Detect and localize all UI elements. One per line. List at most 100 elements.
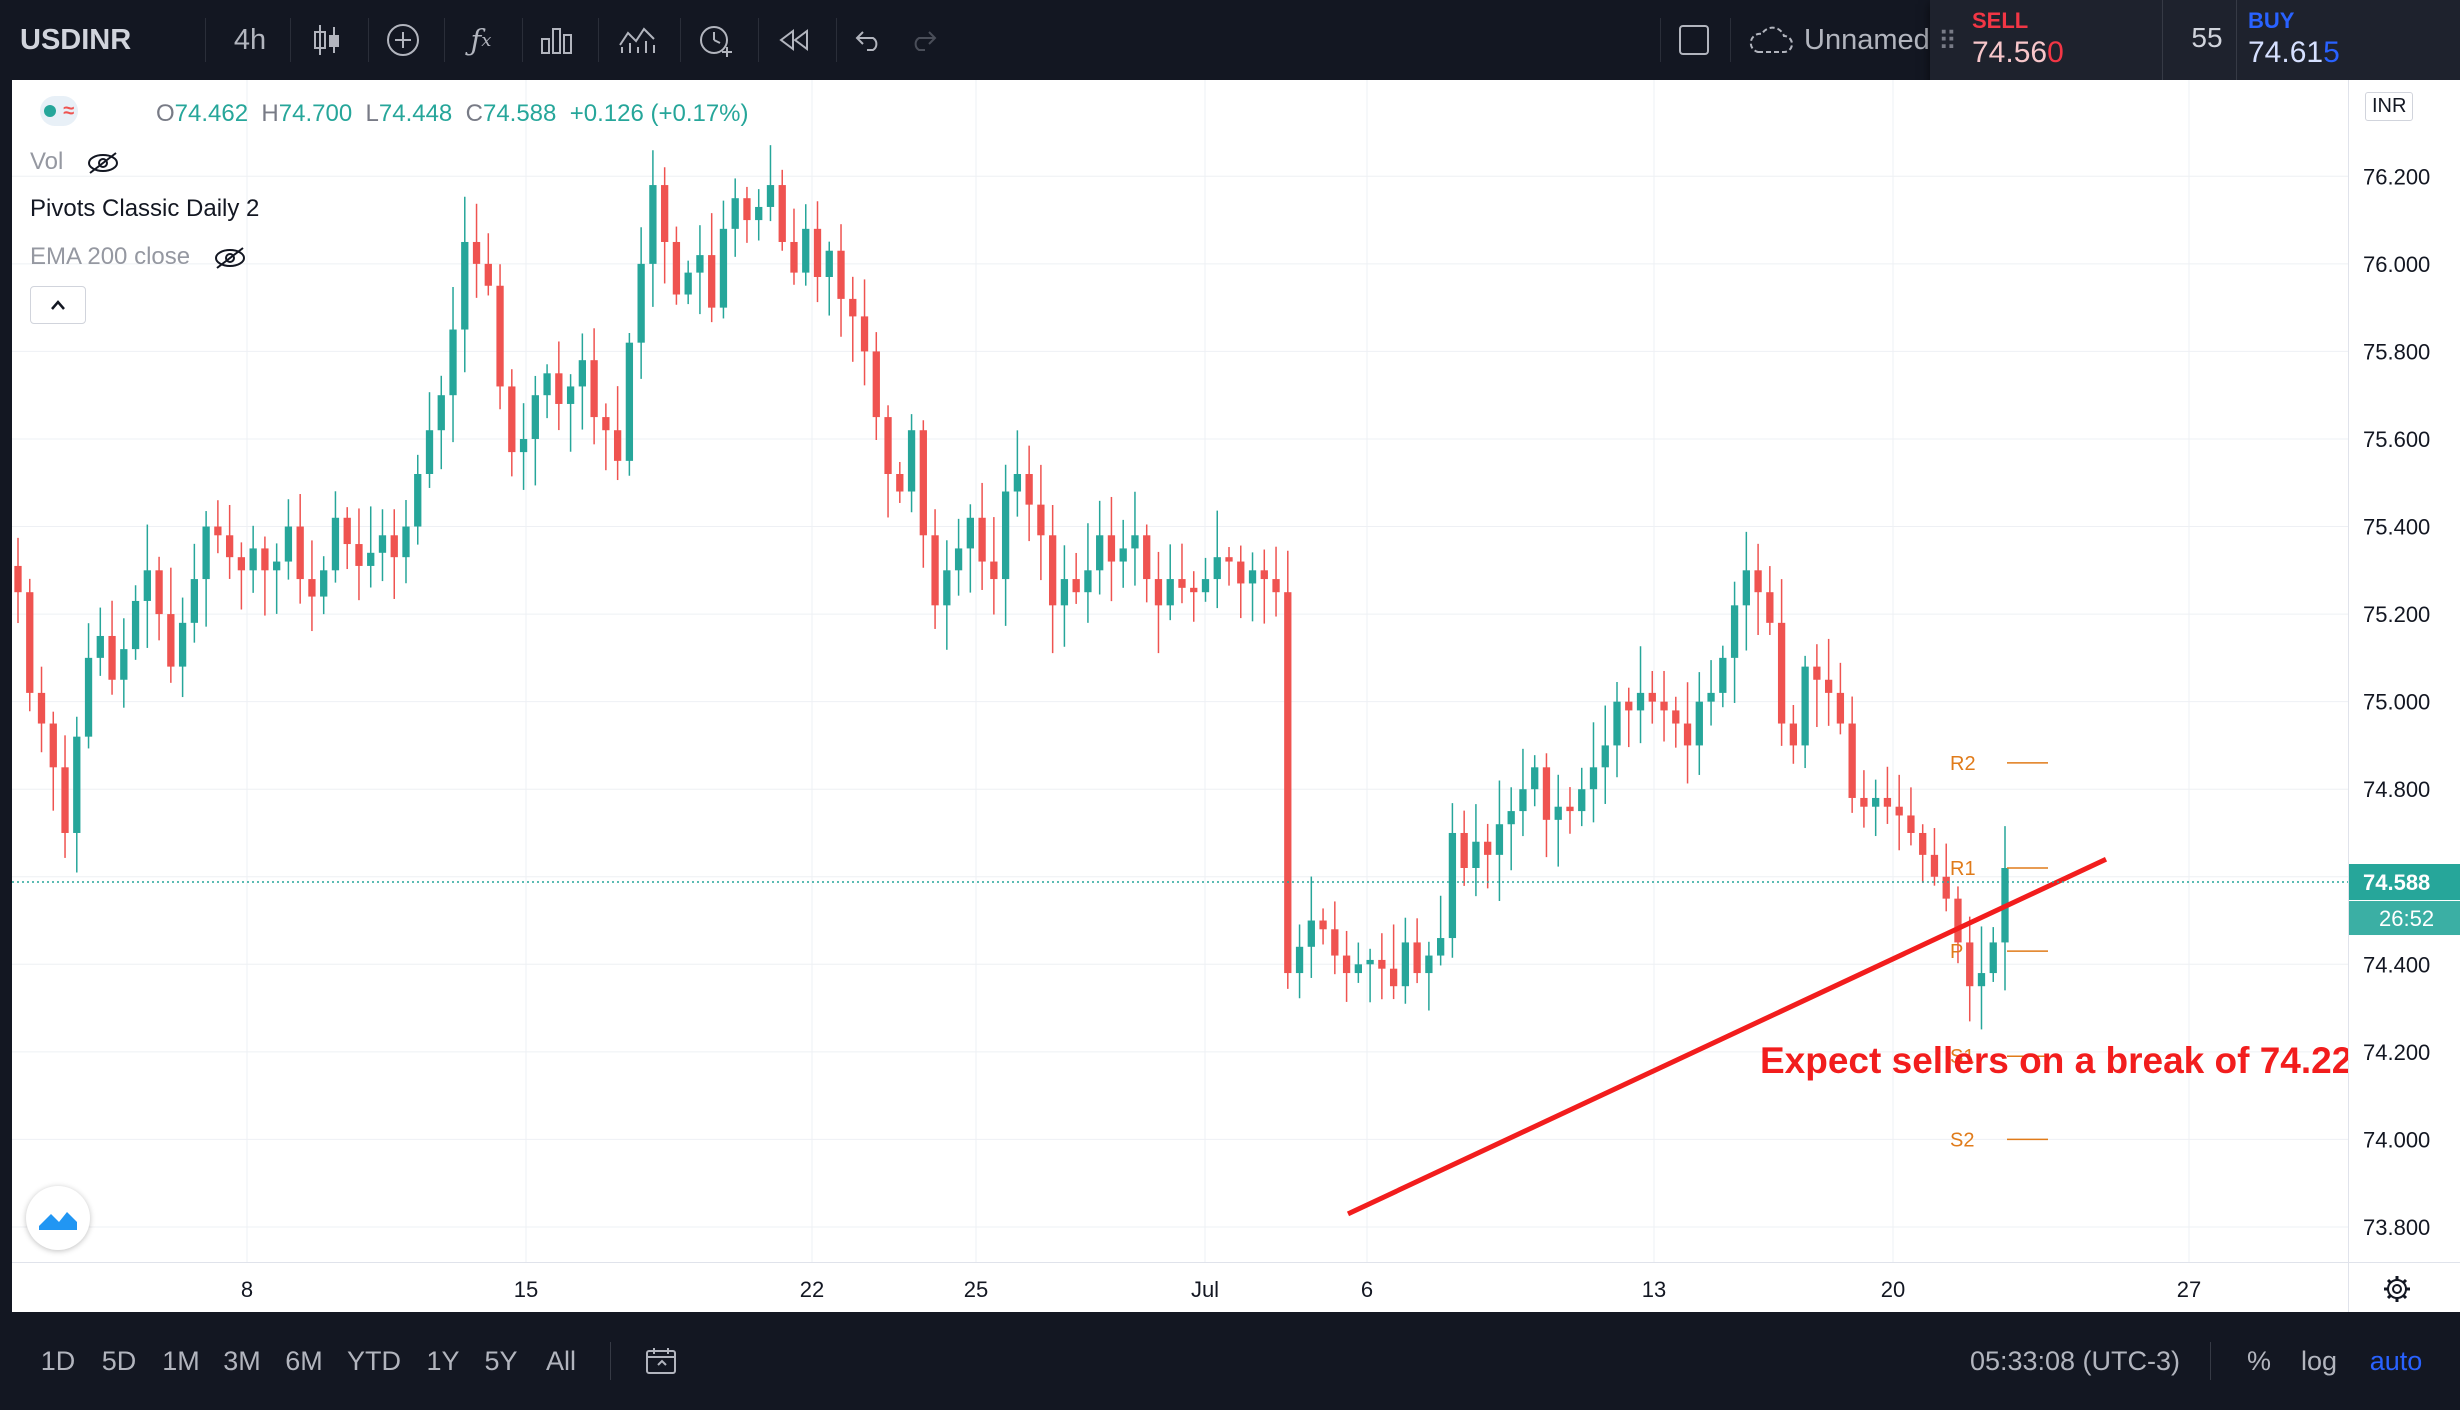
candle-up	[1213, 557, 1221, 580]
time-axis[interactable]: 8 15 22 25 Jul 6 13 20 27	[12, 1262, 2348, 1313]
candle-down	[919, 430, 927, 536]
candle-down	[613, 430, 622, 461]
bar-replay-icon[interactable]	[768, 0, 822, 80]
buy-button[interactable]: BUY 74.615	[2248, 8, 2340, 70]
range-5y-button[interactable]: 5Y	[484, 1345, 518, 1376]
layout-name-button[interactable]: Unnamed	[1804, 23, 1930, 56]
currency-label[interactable]: INR	[2365, 92, 2414, 121]
bar-countdown: 26:52	[2379, 906, 2434, 931]
range-5d-button[interactable]: 5D	[101, 1345, 137, 1376]
indicator-ema[interactable]: EMA 200 close	[30, 243, 247, 271]
candle-up	[1554, 806, 1562, 820]
clock-timezone-button[interactable]: 05:33:08 (UTC-3)	[1969, 1345, 2181, 1376]
range-3m-button[interactable]: 3M	[223, 1345, 261, 1376]
candle-down	[1025, 474, 1033, 505]
fullscreen-square-icon[interactable]	[1670, 0, 1718, 80]
candle-down	[1284, 592, 1292, 974]
indicator-volume[interactable]: Vol	[30, 148, 120, 176]
range-1m-button[interactable]: 1M	[162, 1345, 200, 1376]
status-dot-icon	[43, 105, 56, 117]
candle-up	[402, 526, 410, 558]
candles-chart-type-icon[interactable]	[300, 0, 354, 80]
price-axis[interactable]: 76.200 76.000 75.800 75.600 75.400 75.200 75.0…	[2348, 80, 2460, 1262]
range-1y-button[interactable]: 1Y	[426, 1345, 460, 1376]
redo-icon[interactable]	[900, 0, 948, 80]
candle-down	[978, 517, 986, 562]
candle-up	[273, 561, 281, 571]
candle-down	[1648, 692, 1656, 702]
bottom-toolbar: 1D 5D 1M 3M 6M YTD 1Y 5Y All 05:33:08 (U…	[0, 1312, 2460, 1410]
candle-down	[1049, 535, 1057, 606]
chart-settings-corner[interactable]	[2348, 1262, 2460, 1313]
legend-toggle[interactable]: ≈	[40, 96, 78, 126]
ohlc-legend: O74.462 H74.700 L74.448 C74.588 +0.126 (…	[156, 100, 749, 127]
auto-scale-button[interactable]: auto	[2369, 1345, 2423, 1376]
candle-down	[49, 723, 57, 768]
candle-down	[1930, 854, 1939, 877]
undo-icon[interactable]	[844, 0, 892, 80]
chart-annotation-text[interactable]: Expect sellers on a break of 74.22	[1760, 1040, 2353, 1081]
toolbar-divider	[758, 18, 759, 62]
toolbar-divider	[598, 18, 599, 62]
price-tick-label: 75.600	[2363, 427, 2430, 452]
financials-icon[interactable]	[530, 0, 584, 80]
candle-down	[167, 614, 175, 667]
change-value: +0.126 (+0.17%)	[569, 100, 749, 127]
hidden-eye-icon[interactable]	[213, 246, 247, 270]
candle-up	[1742, 570, 1750, 606]
sell-button[interactable]: SELL 74.560	[1972, 8, 2064, 70]
candle-down	[296, 526, 304, 580]
candle-down	[1848, 723, 1856, 798]
collapse-legend-button[interactable]	[30, 286, 86, 324]
trendline	[1346, 856, 2108, 1217]
candle-down	[778, 185, 786, 242]
candle-up	[1166, 579, 1174, 606]
percent-scale-button[interactable]: %	[2246, 1345, 2271, 1376]
candle-up	[637, 263, 645, 343]
candle-down	[1154, 579, 1163, 606]
candle-down	[708, 255, 716, 308]
close-value: 74.588	[482, 100, 557, 127]
candle-down	[484, 263, 492, 286]
candle-up	[1507, 811, 1515, 825]
candle-down	[1919, 832, 1927, 855]
candle-down	[261, 548, 269, 571]
templates-icon[interactable]	[608, 0, 668, 80]
candle-up	[731, 198, 739, 229]
date-range-calendar-icon[interactable]	[636, 1336, 686, 1386]
candle-up	[625, 342, 634, 461]
candle-down	[555, 373, 563, 404]
alert-clock-icon[interactable]	[688, 0, 744, 80]
symbol-search-button[interactable]: USDINR	[20, 23, 132, 56]
range-1d-button[interactable]: 1D	[40, 1345, 76, 1376]
last-price-badge	[2349, 864, 2460, 901]
candle-up	[331, 517, 340, 571]
candle-up	[1013, 474, 1022, 492]
candle-up	[1719, 657, 1727, 693]
range-ytd-button[interactable]: YTD	[347, 1345, 401, 1376]
chart-pane[interactable]: R2 R1 P S1 S2	[12, 80, 2348, 1262]
interval-button[interactable]: 4h	[233, 23, 267, 56]
divider	[610, 1342, 611, 1380]
range-all-button[interactable]: All	[545, 1345, 576, 1376]
drag-handle-icon[interactable]: ⠿	[1938, 26, 1958, 56]
toolbar-divider	[368, 18, 369, 62]
sell-price: 74.560	[1972, 36, 2064, 69]
candle-up	[1060, 579, 1069, 606]
indicator-pivots[interactable]: Pivots Classic Daily 2	[30, 195, 260, 222]
settings-gear-icon	[2384, 1276, 2410, 1302]
candle-down	[990, 561, 998, 580]
tradingview-logo[interactable]	[26, 1186, 90, 1250]
hidden-eye-icon[interactable]	[86, 151, 120, 175]
candle-down	[496, 285, 504, 387]
log-scale-button[interactable]: log	[2300, 1345, 2338, 1376]
time-tick-label: 13	[1642, 1277, 1666, 1302]
candle-down	[1766, 592, 1774, 623]
divider	[2236, 0, 2237, 84]
cloud-save-icon[interactable]	[1740, 0, 1800, 80]
range-6m-button[interactable]: 6M	[285, 1345, 323, 1376]
compare-add-icon[interactable]	[376, 0, 430, 80]
price-tick-label: 73.800	[2363, 1215, 2430, 1240]
candle-up	[1307, 920, 1315, 947]
